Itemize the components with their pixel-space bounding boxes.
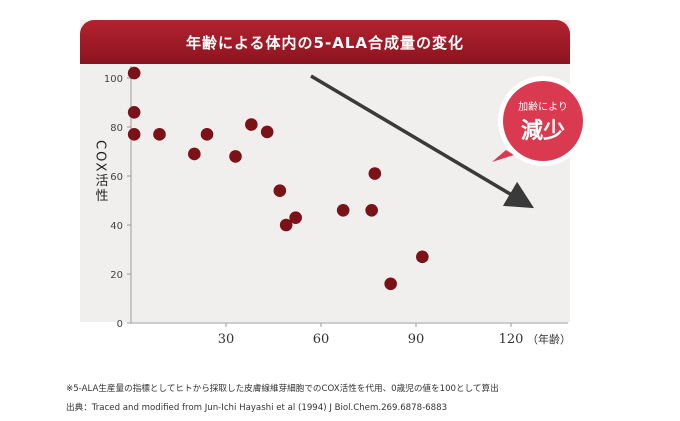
badge-line1: 加齢により	[518, 100, 568, 113]
x-axis-label: （年齢）	[527, 332, 571, 346]
y-tick-label: 80	[110, 123, 123, 134]
y-tick-label: 40	[110, 221, 123, 232]
badge-tail	[492, 150, 514, 162]
x-tick-label: 60	[313, 332, 330, 347]
data-point	[127, 66, 141, 80]
data-point	[289, 211, 302, 224]
badge-inner	[503, 81, 583, 161]
y-tick-label: 100	[104, 74, 123, 85]
data-point	[127, 106, 141, 119]
data-point	[384, 277, 397, 291]
data-point	[188, 147, 201, 161]
data-point	[416, 250, 429, 264]
x-tick-label: 30	[218, 332, 235, 347]
y-tick-label: 0	[117, 319, 123, 330]
chart-title: 年齢による体内の5-ALA合成量の変化	[80, 20, 570, 64]
data-point	[365, 204, 378, 217]
y-tick-label: 60	[110, 172, 123, 183]
footnote-source: 出典：Traced and modified from Jun-Ichi Hay…	[66, 403, 448, 413]
x-tick-label: 120	[499, 332, 524, 347]
chart-panel	[80, 20, 570, 322]
data-point	[273, 184, 287, 197]
y-tick-label: 20	[110, 270, 123, 281]
axes: 0 20 40 60 80 100 30 60 90 120 （年齢） COX活性	[93, 66, 571, 347]
data-point	[127, 128, 141, 141]
badge-line2: 減少	[521, 119, 565, 144]
decrease-arrow	[310, 74, 535, 209]
y-axis-label: COX活性	[93, 140, 109, 203]
data-point	[279, 218, 293, 232]
data-point	[229, 150, 242, 163]
data-point	[368, 167, 382, 180]
footnote-method: ※5-ALA生産量の指標としてヒトから採取した皮膚線維芽細胞でのCOX活性を代用…	[66, 384, 499, 394]
data-point	[200, 128, 214, 141]
data-point	[245, 118, 258, 131]
x-tick-label: 90	[408, 332, 425, 347]
points	[127, 66, 429, 291]
data-point	[260, 125, 274, 139]
data-point	[336, 204, 350, 217]
data-point	[153, 128, 166, 141]
